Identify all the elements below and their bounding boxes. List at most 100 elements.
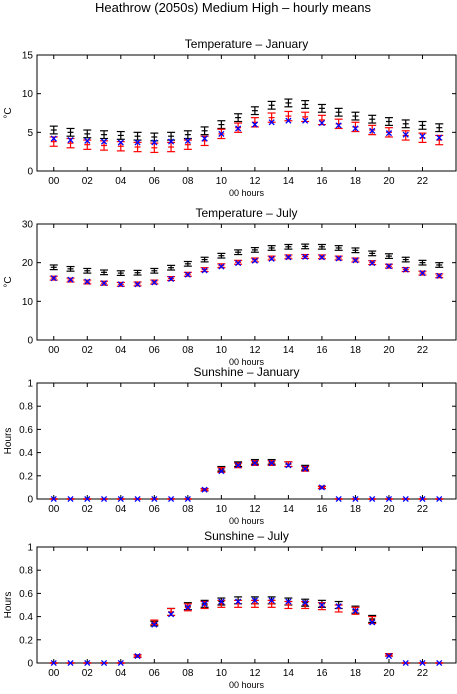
data-point <box>67 495 74 503</box>
data-point-stroke <box>134 281 141 288</box>
error-bar <box>49 136 58 147</box>
x-tick-label: 04 <box>115 504 127 515</box>
data-point <box>369 619 376 626</box>
series-3 <box>50 597 443 667</box>
data-point-stroke <box>201 486 208 493</box>
error-bar <box>116 270 125 277</box>
data-point <box>134 652 141 660</box>
x-tick-label: 00 <box>48 345 60 356</box>
data-point <box>268 255 275 262</box>
error-bar <box>183 130 192 140</box>
data-point <box>251 257 258 264</box>
x-tick-label: 18 <box>350 176 362 187</box>
x-tick-label: 04 <box>115 345 127 356</box>
x-tick-label: 10 <box>216 176 228 187</box>
figure-title: Heathrow (2050s) Medium High – hourly me… <box>95 0 372 15</box>
series-2 <box>49 599 444 664</box>
error-bar <box>317 103 326 113</box>
x-tick-label: 00 <box>48 668 60 679</box>
data-point-stroke <box>268 119 275 126</box>
data-point <box>184 604 191 611</box>
error-bar <box>83 267 92 274</box>
data-point <box>268 119 275 126</box>
x-tick-label: 08 <box>182 504 194 515</box>
data-point-stroke <box>385 130 393 137</box>
data-point-stroke <box>302 465 309 472</box>
data-point-stroke <box>302 117 309 124</box>
data-point <box>201 486 208 493</box>
data-point <box>67 137 74 144</box>
y-axis-label: Hours <box>3 428 14 455</box>
data-point <box>117 281 124 288</box>
data-point-stroke <box>168 495 175 503</box>
error-bar <box>234 249 243 256</box>
data-point-stroke <box>151 621 158 628</box>
error-bar <box>217 263 226 269</box>
data-point <box>184 137 191 144</box>
series-1 <box>49 98 444 142</box>
y-tick-label: 1 <box>27 543 33 554</box>
y-tick-label: 0 <box>27 336 33 347</box>
data-point <box>352 257 359 264</box>
series-1 <box>49 458 444 500</box>
x-tick-label: 10 <box>216 668 228 679</box>
x-tick-label: 00 <box>48 176 60 187</box>
data-point-stroke <box>168 611 175 618</box>
x-tick-label: 16 <box>316 668 328 679</box>
error-bar <box>418 120 427 130</box>
error-bar <box>267 245 276 251</box>
error-bar <box>351 247 360 254</box>
error-bar <box>66 127 75 137</box>
series-3 <box>50 253 443 288</box>
data-point <box>184 495 191 503</box>
y-tick-label: 20 <box>22 258 34 269</box>
x-tick-label: 00 <box>48 504 60 515</box>
data-point <box>335 603 342 610</box>
error-bar <box>49 264 58 271</box>
data-point-stroke <box>402 131 409 138</box>
data-point <box>369 259 376 267</box>
error-bar <box>435 123 444 133</box>
data-point <box>285 462 292 469</box>
x-tick-label: 14 <box>283 504 295 515</box>
plot-frame <box>36 54 457 172</box>
data-point-stroke <box>352 257 359 264</box>
chart-title: Sunshine – July <box>204 529 289 543</box>
data-point <box>67 659 74 667</box>
data-point-stroke <box>268 597 275 604</box>
data-point <box>235 462 242 469</box>
y-tick-label: 0.8 <box>19 566 33 577</box>
data-point-stroke <box>84 137 91 144</box>
data-point-stroke <box>268 459 275 467</box>
x-tick-label: 22 <box>417 504 429 515</box>
x-tick-label: 06 <box>149 176 161 187</box>
data-point <box>201 600 208 607</box>
error-bar <box>167 264 176 271</box>
x-tick-label: 22 <box>417 345 429 356</box>
data-point-stroke <box>184 604 191 611</box>
data-point <box>419 133 426 140</box>
data-point-stroke <box>235 259 242 267</box>
data-point <box>436 272 443 279</box>
data-point-stroke <box>419 270 426 277</box>
data-point-stroke <box>235 125 242 132</box>
data-point-stroke <box>100 138 108 145</box>
data-point <box>218 598 225 605</box>
data-point <box>385 495 393 503</box>
error-bar <box>351 111 360 121</box>
data-point <box>352 495 359 503</box>
data-point <box>84 495 91 503</box>
x-tick-label: 20 <box>383 668 395 679</box>
data-point <box>151 621 158 628</box>
data-point-stroke <box>84 659 91 667</box>
x-tick-label: 20 <box>383 345 395 356</box>
x-tick-label: 14 <box>283 668 295 679</box>
data-point <box>117 659 124 667</box>
data-point-stroke <box>84 278 91 285</box>
data-point-stroke <box>318 119 325 127</box>
data-point-stroke <box>168 138 175 145</box>
data-point-stroke <box>402 495 409 503</box>
x-tick-label: 10 <box>216 504 228 515</box>
error-bar <box>133 269 142 276</box>
error-bar <box>217 252 226 259</box>
